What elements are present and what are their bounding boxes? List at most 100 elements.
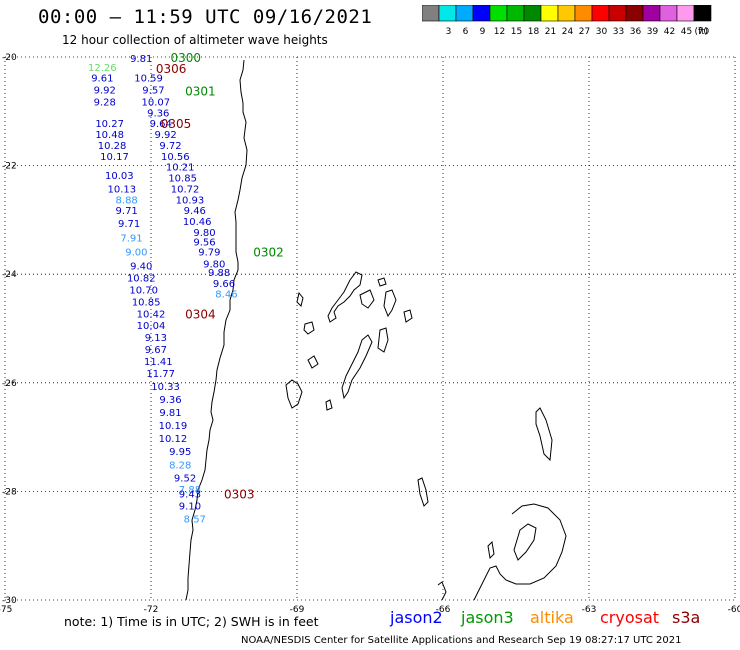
swh-value: 10.04 (137, 321, 166, 332)
swh-value: 10.70 (129, 285, 158, 296)
swh-value: 9.46 (184, 206, 206, 217)
pass-time-label: 0303 (224, 488, 255, 502)
swh-value: 8.88 (116, 195, 138, 206)
swh-value: 9.80 (193, 228, 215, 239)
coastline-island-4 (359, 289, 375, 309)
legend-label: 33 (613, 27, 624, 37)
pass-time-label: 0305 (161, 117, 192, 131)
coastline-island-9 (341, 334, 373, 400)
legend-label: 30 (596, 27, 608, 37)
satellite-name: altika (530, 608, 574, 627)
swh-value: 8.28 (169, 460, 191, 471)
swh-value: 9.95 (169, 447, 191, 458)
legend-label: 18 (528, 27, 540, 37)
swh-value: 10.48 (95, 130, 124, 141)
swh-value: 9.43 (179, 490, 201, 501)
swh-value: 10.93 (176, 195, 205, 206)
pass-time-label: 0306 (156, 62, 187, 76)
lon-tick-label: -75 (0, 605, 12, 615)
coastline-island-18 (437, 581, 447, 601)
swh-value: 9.92 (94, 86, 116, 97)
coastline-island-7 (403, 309, 413, 323)
swh-value: 9.28 (94, 98, 116, 109)
coastline-island-5 (383, 289, 397, 318)
swh-value: 9.72 (159, 141, 181, 152)
swh-value: 9.57 (142, 86, 164, 97)
swh-value: 9.71 (118, 219, 140, 230)
lat-tick-label: -20 (2, 53, 17, 63)
swh-value: 9.66 (213, 279, 235, 290)
swh-value: 10.33 (151, 382, 180, 393)
coastline-island-1 (296, 291, 304, 307)
legend-label: 3 (446, 27, 452, 37)
swh-value: 10.42 (137, 309, 166, 320)
legend-label: 6 (463, 27, 469, 37)
pass-time-label: 0302 (253, 245, 284, 259)
swh-value: 10.85 (132, 297, 161, 308)
swh-value: 9.10 (179, 502, 201, 513)
swh-value: 9.61 (91, 74, 113, 85)
legend-swatch (693, 5, 712, 22)
satellite-name: jason2 (390, 608, 443, 627)
coastline (185, 59, 567, 601)
swh-value: 9.81 (159, 408, 181, 419)
swh-value: 9.52 (174, 473, 196, 484)
coastline-island-16 (473, 503, 567, 601)
satellite-name: s3a (672, 608, 701, 627)
lat-tick-label: -22 (2, 162, 17, 172)
swh-value: 10.27 (95, 119, 124, 130)
lat-lon-grid (4, 56, 736, 601)
swh-value: 9.79 (198, 247, 220, 258)
pass-time-label: 0301 (185, 85, 216, 99)
coastline-island-8 (377, 327, 389, 353)
swh-value: 10.85 (168, 174, 197, 185)
swh-value: 9.92 (154, 130, 176, 141)
legend-label: 15 (511, 27, 522, 37)
swh-value: 7.88 (179, 485, 201, 496)
legend-label: 42 (664, 27, 675, 37)
swh-value: 12.26 (88, 63, 117, 74)
swh-value: 10.56 (161, 152, 190, 163)
map-subtitle: 12 hour collection of altimeter wave hei… (62, 33, 328, 47)
swh-value: 9.40 (130, 262, 152, 273)
legend-label: 27 (579, 27, 590, 37)
swh-value: 7.91 (120, 233, 142, 244)
swh-value: 9.88 (208, 268, 230, 279)
swh-value: 9.67 (145, 345, 167, 356)
swh-value: 8.57 (184, 515, 206, 526)
credit-line: NOAA/NESDIS Center for Satellite Applica… (241, 635, 682, 646)
swh-value: 10.07 (142, 98, 171, 109)
pass-time-label: 0304 (185, 307, 216, 321)
coastline-island-13 (535, 407, 553, 462)
coastline-island-6 (377, 277, 387, 287)
swh-value: 10.72 (171, 184, 200, 195)
lat-tick-label: -24 (2, 270, 17, 280)
coastline-island-14 (417, 477, 429, 507)
swh-value: 9.36 (159, 395, 181, 406)
map-title: 00:00 – 11:59 UTC 09/16/2021 (38, 6, 373, 28)
lon-tick-label: -66 (436, 605, 451, 615)
swh-value: 9.64 (150, 119, 172, 130)
swh-value: 10.17 (100, 152, 129, 163)
coastline-island-3 (327, 271, 363, 323)
swh-value: 10.28 (98, 141, 127, 152)
lon-tick-label: -63 (582, 605, 597, 615)
lat-tick-label: -30 (2, 596, 17, 606)
swh-value: 10.46 (183, 217, 212, 228)
satellite-name: cryosat (600, 608, 660, 627)
lat-tick-label: -26 (2, 379, 17, 389)
legend-label: 36 (630, 27, 642, 37)
coastline-island-2 (303, 321, 315, 335)
wave-height-legend: 3 6 9 12 15 18 21 24 27 30 33 36 39 42 45 70(ft) (422, 5, 712, 37)
lat-tick-label: -28 (2, 487, 17, 497)
swh-value: 9.80 (203, 259, 225, 270)
swh-value: 10.59 (134, 74, 163, 85)
swh-value: 9.56 (193, 238, 215, 249)
swh-value: 11.77 (146, 369, 175, 380)
swh-value: 10.03 (105, 171, 134, 182)
coastline-mainland (185, 59, 248, 601)
swh-value: 9.81 (130, 54, 152, 65)
swh-value: 11.41 (144, 357, 173, 368)
